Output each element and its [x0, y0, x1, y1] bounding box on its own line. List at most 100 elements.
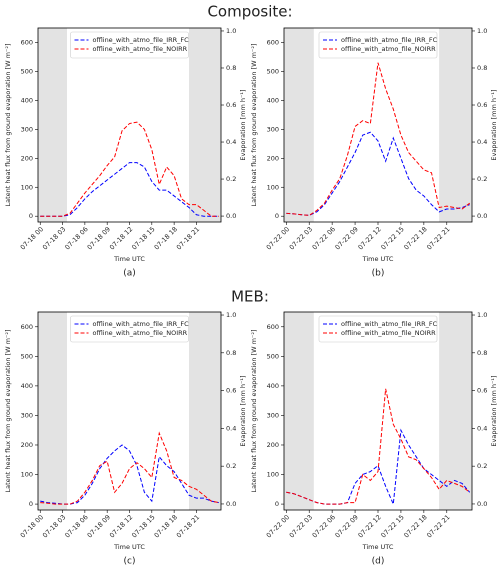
y2-tick-label: 0.0	[226, 212, 236, 220]
legend-box	[70, 315, 189, 343]
legend-box	[318, 31, 438, 59]
y-tick-label: 200	[267, 154, 279, 162]
section-heading: Composite:	[207, 3, 292, 21]
series-line	[40, 121, 219, 217]
y2-axis-label: Evaporation [mm h⁻¹]	[239, 375, 247, 446]
y2-tick-label: 0.6	[477, 101, 487, 109]
panel-caption: (b)	[372, 269, 385, 279]
y-tick-label: 300	[21, 411, 33, 419]
section-heading: MEB:	[231, 288, 269, 306]
y2-tick-label: 0.2	[226, 175, 236, 183]
x-tick-label: 07-22 15	[379, 225, 405, 251]
series-line	[286, 388, 471, 505]
y2-tick-label: 0.8	[226, 64, 236, 72]
y2-axis-label: Evaporation [mm h⁻¹]	[490, 89, 498, 160]
night-shading	[439, 312, 472, 510]
y2-axis-label: Evaporation [mm h⁻¹]	[490, 375, 498, 446]
x-tick-label: 07-18 15	[130, 225, 156, 251]
x-tick-label: 07-22 09	[334, 225, 360, 251]
legend-label: offline_with_atmo_file_IRR_FC	[93, 320, 190, 328]
y2-tick-label: 0.0	[226, 500, 236, 508]
x-tick-label: 07-22 21	[425, 513, 451, 539]
y-tick-label: 200	[21, 441, 33, 449]
y-tick-label: 400	[21, 96, 33, 104]
y-axis-label: Latent heat flux from ground evaporation…	[250, 329, 258, 492]
x-tick-label: 07-22 03	[288, 513, 314, 539]
x-tick-label: 07-22 18	[402, 513, 428, 539]
legend-label: offline_with_atmo_file_IRR_FC	[93, 36, 190, 44]
x-axis-label: Time UTC	[113, 255, 145, 263]
y2-tick-label: 0.8	[226, 349, 236, 357]
night-shading	[189, 312, 221, 510]
x-axis-label: Time UTC	[362, 255, 394, 263]
y-tick-label: 500	[21, 67, 33, 75]
y-tick-label: 600	[267, 38, 279, 46]
x-tick-label: 07-22 12	[356, 225, 382, 251]
y2-tick-label: 0.0	[477, 212, 487, 220]
y2-tick-label: 0.4	[477, 424, 487, 432]
y-tick-label: 500	[267, 352, 279, 360]
series-line	[40, 444, 219, 505]
y-tick-label: 100	[267, 183, 279, 191]
y-tick-label: 400	[21, 382, 33, 390]
x-tick-label: 07-18 09	[86, 513, 112, 539]
y-tick-label: 500	[21, 352, 33, 360]
y2-tick-label: 0.6	[477, 387, 487, 395]
y-tick-label: 300	[267, 411, 279, 419]
night-shading	[284, 312, 314, 510]
night-shading	[38, 312, 68, 510]
y2-tick-label: 1.0	[226, 27, 236, 35]
y2-tick-label: 0.4	[477, 138, 487, 146]
y-tick-label: 0	[29, 212, 33, 220]
y2-tick-label: 0.8	[477, 349, 487, 357]
y2-tick-label: 0.0	[477, 500, 487, 508]
legend-label: offline_with_atmo_file_NOIRR	[341, 45, 436, 53]
y2-tick-label: 1.0	[477, 311, 487, 319]
x-tick-label: 07-18 00	[19, 225, 45, 251]
y-tick-label: 600	[21, 323, 33, 331]
x-tick-label: 07-22 15	[379, 513, 405, 539]
y2-axis-label: Evaporation [mm h⁻¹]	[239, 89, 247, 160]
panel-caption: (c)	[124, 557, 136, 567]
x-tick-label: 07-22 03	[288, 225, 314, 251]
y-tick-label: 100	[21, 183, 33, 191]
x-tick-label: 07-22 09	[334, 513, 360, 539]
x-tick-label: 07-22 21	[425, 225, 451, 251]
y-tick-label: 200	[267, 441, 279, 449]
y-axis-label: Latent heat flux from ground evaporation…	[4, 43, 12, 206]
panel-caption: (d)	[372, 557, 385, 567]
x-axis-label: Time UTC	[362, 543, 394, 551]
y-axis-label: Latent heat flux from ground evaporation…	[4, 329, 12, 492]
y2-tick-label: 0.4	[226, 424, 236, 432]
y-tick-label: 100	[267, 471, 279, 479]
legend-label: offline_with_atmo_file_NOIRR	[341, 329, 436, 337]
series-line	[286, 62, 471, 216]
y-tick-label: 500	[267, 67, 279, 75]
y2-tick-label: 0.6	[226, 101, 236, 109]
x-tick-label: 07-18 12	[108, 513, 134, 539]
y-tick-label: 300	[21, 125, 33, 133]
x-tick-label: 07-18 00	[19, 513, 45, 539]
legend-label: offline_with_atmo_file_NOIRR	[93, 329, 188, 337]
night-shading	[189, 28, 221, 222]
y2-tick-label: 0.4	[226, 138, 236, 146]
y2-tick-label: 0.8	[477, 64, 487, 72]
legend-label: offline_with_atmo_file_NOIRR	[93, 45, 188, 53]
y2-tick-label: 1.0	[477, 27, 487, 35]
legend-box	[70, 31, 189, 59]
night-shading	[439, 28, 472, 222]
y-tick-label: 600	[21, 38, 33, 46]
y-tick-label: 400	[267, 96, 279, 104]
x-tick-label: 07-18 09	[86, 225, 112, 251]
x-tick-label: 07-18 03	[41, 225, 67, 251]
x-tick-label: 07-22 12	[356, 513, 382, 539]
x-tick-label: 07-18 12	[108, 225, 134, 251]
panel-caption: (a)	[123, 269, 136, 279]
y-tick-label: 0	[275, 500, 279, 508]
x-tick-label: 07-22 06	[311, 513, 337, 539]
series-line	[40, 162, 219, 217]
legend-label: offline_with_atmo_file_IRR_FC	[341, 36, 438, 44]
y-tick-label: 0	[29, 500, 33, 508]
x-tick-label: 07-18 21	[175, 513, 201, 539]
